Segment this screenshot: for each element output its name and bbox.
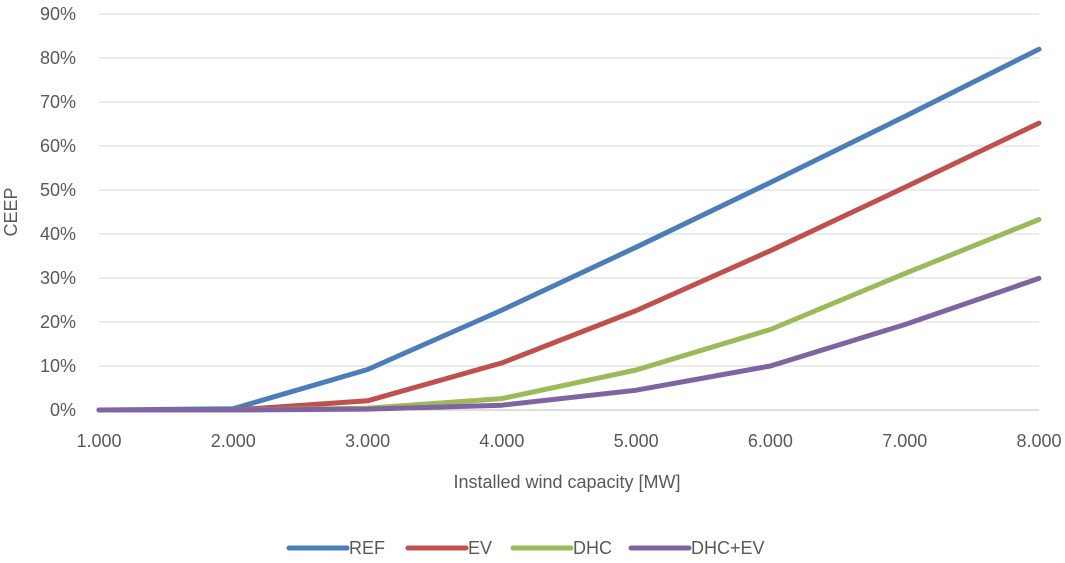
y-tick-label: 30% [40, 268, 76, 288]
legend-label-ref: REF [349, 538, 385, 558]
legend: REF EV DHC DHC+EV [286, 538, 765, 558]
x-tick-label: 1.000 [76, 431, 121, 451]
y-axis-tick-labels: 0% 10% 20% 30% 40% 50% 60% 70% 80% 90% [40, 4, 76, 420]
y-tick-label: 10% [40, 356, 76, 376]
gridlines [99, 13, 1039, 411]
x-tick-label: 7.000 [882, 431, 927, 451]
x-tick-label: 5.000 [614, 431, 659, 451]
x-tick-label: 6.000 [748, 431, 793, 451]
y-tick-label: 20% [40, 312, 76, 332]
x-tick-label: 4.000 [479, 431, 524, 451]
legend-label-dhc: DHC [573, 538, 612, 558]
y-tick-label: 90% [40, 4, 76, 24]
series-lines [96, 46, 1042, 413]
x-tick-label: 3.000 [345, 431, 390, 451]
y-tick-label: 40% [40, 224, 76, 244]
y-tick-label: 80% [40, 48, 76, 68]
series-line-ev [96, 120, 1042, 413]
x-tick-label: 8.000 [1016, 431, 1061, 451]
series-line-dhc-ev [96, 275, 1042, 413]
legend-label-dhc-ev: DHC+EV [691, 538, 765, 558]
x-axis-tick-labels: 1.000 2.000 3.000 4.000 5.000 6.000 7.000 8.000 [76, 431, 1061, 451]
y-tick-label: 70% [40, 92, 76, 112]
y-tick-label: 0% [50, 400, 76, 420]
legend-label-ev: EV [468, 538, 492, 558]
x-tick-label: 2.000 [211, 431, 256, 451]
y-tick-label: 50% [40, 180, 76, 200]
series-line-ref [96, 46, 1042, 413]
y-tick-label: 60% [40, 136, 76, 156]
x-axis-title: Installed wind capacity [MW] [453, 472, 680, 492]
y-axis-title: CEEP [1, 187, 21, 236]
series-line-dhc [96, 217, 1042, 413]
